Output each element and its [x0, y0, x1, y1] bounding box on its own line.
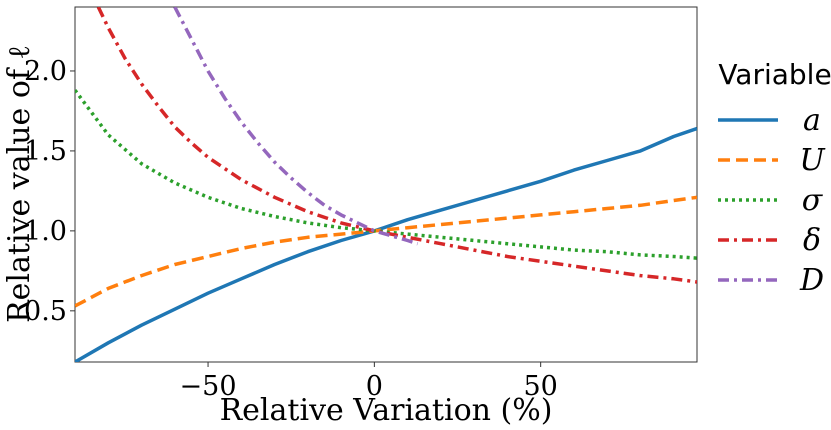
- series-line-3: [96, 7, 697, 284]
- y-tick-label: 1.0: [24, 216, 67, 247]
- legend-label-3: δ: [803, 223, 821, 258]
- series-line-4: [173, 7, 419, 246]
- legend-title: Variable: [718, 58, 831, 91]
- legend-label-0: a: [803, 103, 821, 138]
- y-tick-label: 1.5: [24, 136, 67, 167]
- x-tick-label: 0: [366, 371, 383, 402]
- x-axis-label: Relative Variation (%): [220, 393, 553, 428]
- series-line-1: [75, 195, 697, 308]
- legend-label-1: U: [799, 143, 826, 178]
- series-line-0: [75, 126, 697, 362]
- legend-label-2: σ: [802, 183, 824, 218]
- x-tick-label: 50: [523, 371, 557, 402]
- legend-label-4: D: [799, 263, 824, 298]
- y-tick-label: 0.5: [24, 296, 67, 327]
- y-axis-label: Relative value of ℓ: [2, 45, 37, 323]
- x-tick-label: −50: [180, 371, 237, 402]
- plot-frame: [74, 6, 698, 363]
- y-tick-label: 2.0: [24, 56, 67, 87]
